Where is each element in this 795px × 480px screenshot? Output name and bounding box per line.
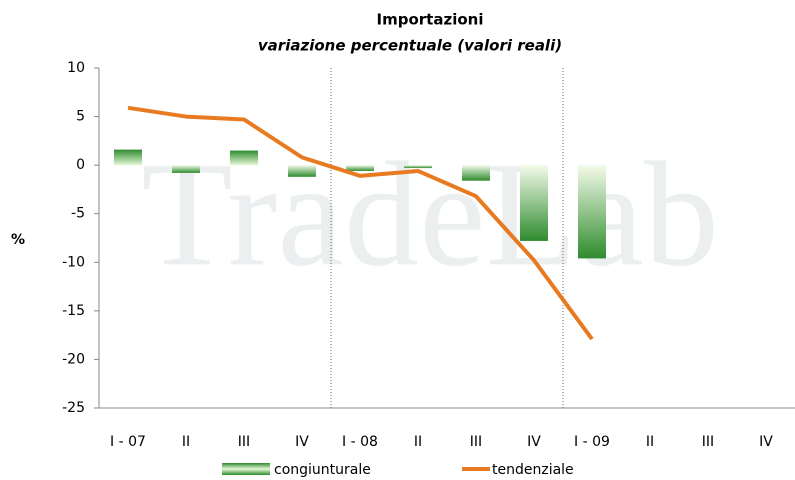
bar [404, 165, 432, 169]
chart-subtitle: variazione percentuale (valori reali) [258, 37, 562, 55]
x-tick-label: II [182, 434, 190, 450]
chart-title: Importazioni [377, 11, 484, 29]
line [127, 105, 594, 341]
y-tick-label: -15 [62, 303, 85, 319]
x-tick-label: III [470, 434, 482, 450]
x-tick-label: III [702, 434, 714, 450]
y-axis-label: % [11, 232, 25, 248]
bar [288, 165, 316, 177]
x-tick-label: I - 08 [342, 434, 378, 450]
legend-swatch [222, 463, 270, 475]
y-tick-label: -25 [62, 400, 85, 416]
x-tick-label: IV [295, 434, 309, 450]
bar [172, 165, 200, 173]
y-tick-label: -5 [71, 206, 85, 222]
x-tick-label: II [414, 434, 422, 450]
y-tick-label: 10 [67, 60, 85, 76]
x-tick-label: I - 07 [110, 434, 146, 450]
y-tick-label: -10 [62, 254, 85, 270]
x-tick-label: IV [759, 434, 773, 450]
x-tick-label: IV [527, 434, 541, 450]
legend-label: tendenziale [492, 462, 574, 478]
x-tick-label: III [238, 434, 250, 450]
x-tick-label: II [646, 434, 654, 450]
watermark: TradeLab [141, 131, 719, 297]
y-tick-label: 5 [76, 109, 85, 125]
bar [346, 165, 374, 171]
bar [230, 150, 258, 166]
bar [462, 165, 490, 181]
legend-label: congiunturale [274, 462, 371, 478]
bar [578, 165, 606, 259]
y-tick-label: -20 [62, 351, 85, 367]
bar [520, 165, 548, 241]
x-tick-label: I - 09 [574, 434, 610, 450]
y-tick-label: 0 [76, 157, 85, 173]
bar [114, 149, 142, 166]
